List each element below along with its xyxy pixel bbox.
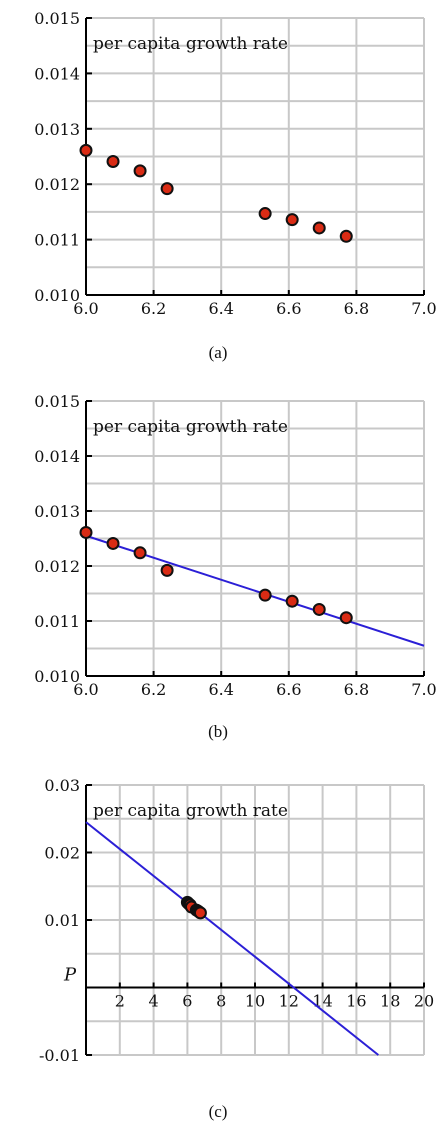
x-tick-label: 6.4 bbox=[208, 299, 233, 318]
x-tick-label: 6.6 bbox=[276, 299, 301, 318]
data-point bbox=[258, 207, 272, 221]
x-tick-label: 6.4 bbox=[208, 680, 233, 699]
x-tick-label: 7.0 bbox=[411, 680, 436, 699]
y-tick-label: 0.011 bbox=[34, 231, 80, 250]
data-point bbox=[79, 143, 93, 157]
data-point bbox=[106, 154, 120, 168]
x-tick-label: 4 bbox=[149, 992, 159, 1011]
y-tick-label: 0.014 bbox=[34, 447, 80, 466]
x-tick-label: 8 bbox=[216, 992, 226, 1011]
y-tick-label: 0.02 bbox=[44, 844, 80, 863]
x-tick-label: 6.2 bbox=[141, 299, 166, 318]
data-point bbox=[285, 594, 299, 608]
x-tick-label: 16 bbox=[346, 992, 366, 1011]
y-tick-label: 0.013 bbox=[34, 120, 80, 139]
y-tick-label: 0.011 bbox=[34, 612, 80, 631]
chart-panel-3: 2 4 6 8 10 12 14 16 18 20 -0.01 0.01 0.02 0.03 per cap… bbox=[39, 776, 434, 1121]
data-point bbox=[339, 611, 353, 625]
axis-label-p: P bbox=[63, 965, 77, 986]
panel-caption: (c) bbox=[209, 1102, 228, 1121]
chart-title: per capita growth rate bbox=[93, 34, 288, 54]
x-tick-label: 7.0 bbox=[411, 299, 436, 318]
x-tick-label: 6 bbox=[182, 992, 192, 1011]
data-point bbox=[160, 563, 174, 577]
data-point bbox=[106, 536, 120, 550]
y-tick-label: 0.010 bbox=[34, 286, 80, 305]
x-tick-label: 6.8 bbox=[344, 299, 369, 318]
chart-title: per capita growth rate bbox=[93, 417, 288, 437]
y-tick-label: 0.013 bbox=[34, 502, 80, 521]
chart-title: per capita growth rate bbox=[93, 801, 288, 821]
y-tick-label: 0.010 bbox=[34, 667, 80, 686]
data-point bbox=[285, 213, 299, 227]
y-tick-label: 0.01 bbox=[44, 911, 80, 930]
y-tick-label: 0.012 bbox=[34, 175, 80, 194]
panel-caption: (b) bbox=[208, 722, 228, 741]
x-tick-label: 10 bbox=[245, 992, 265, 1011]
data-point bbox=[339, 229, 353, 243]
x-tick-label: 6.0 bbox=[73, 680, 98, 699]
x-tick-label: 2 bbox=[115, 992, 125, 1011]
y-tick-label: 0.015 bbox=[34, 392, 80, 411]
chart-panel-1: 6.0 6.2 6.4 6.6 6.8 7.0 0.010 0.011 0.012 0.013 0.… bbox=[34, 9, 437, 362]
data-point bbox=[133, 546, 147, 560]
y-tick-label: 0.03 bbox=[44, 776, 80, 795]
y-tick-label: 0.014 bbox=[34, 64, 80, 83]
data-point bbox=[133, 164, 147, 178]
data-point bbox=[160, 182, 174, 196]
y-tick-label: 0.015 bbox=[34, 9, 80, 28]
x-tick-label: 20 bbox=[414, 992, 434, 1011]
chart-panel-2: 6.0 6.2 6.4 6.6 6.8 7.0 0.010 0.011 0.012 0.013 0.… bbox=[34, 392, 437, 741]
data-point bbox=[79, 525, 93, 539]
data-point bbox=[312, 221, 326, 235]
x-tick-label: 6.2 bbox=[141, 680, 166, 699]
data-point bbox=[258, 588, 272, 602]
y-tick-label: 0.012 bbox=[34, 557, 80, 576]
x-tick-label: 18 bbox=[380, 992, 400, 1011]
data-point bbox=[193, 906, 207, 920]
x-tick-label: 14 bbox=[312, 992, 332, 1011]
y-tick-label: -0.01 bbox=[39, 1046, 80, 1065]
fit-line bbox=[85, 821, 379, 1056]
x-tick-label: 6.6 bbox=[276, 680, 301, 699]
x-tick-label: 12 bbox=[279, 992, 299, 1011]
data-point bbox=[312, 602, 326, 616]
x-tick-label: 6.0 bbox=[73, 299, 98, 318]
panel-caption: (a) bbox=[209, 343, 228, 362]
x-tick-label: 6.8 bbox=[344, 680, 369, 699]
